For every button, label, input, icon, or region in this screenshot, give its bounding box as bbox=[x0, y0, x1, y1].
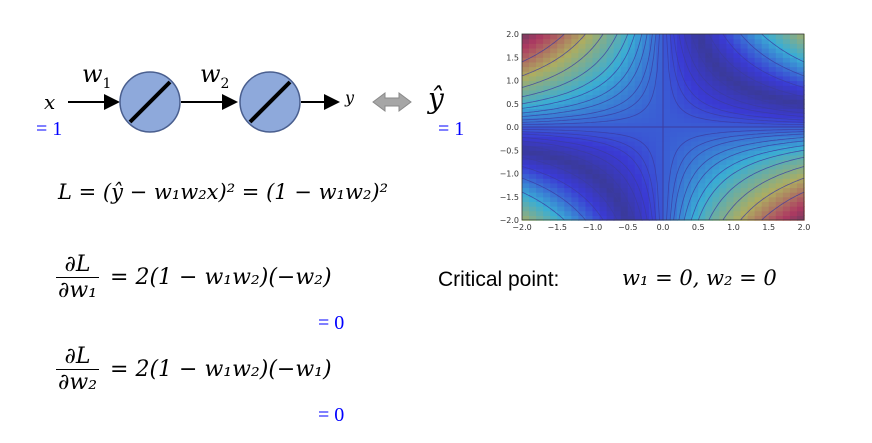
critical-point-value: w₁ = 0, w₂ = 0 bbox=[622, 266, 777, 290]
weight2-label: w2 bbox=[200, 60, 230, 92]
weight1-label: w1 bbox=[82, 60, 112, 92]
loss-equation: L = (ŷ − w₁w₂x)² = (1 − w₁w₂)² bbox=[58, 180, 388, 204]
contour-line bbox=[678, 33, 805, 117]
contour-line bbox=[690, 145, 805, 221]
contour-line bbox=[669, 131, 804, 221]
contour-line bbox=[521, 133, 653, 221]
double-arrow-icon bbox=[372, 92, 412, 112]
contour-line bbox=[521, 166, 604, 221]
gradient-w2: ∂L ∂w₂ = 2(1 − w₁w₂)(−w₁) bbox=[56, 344, 332, 395]
contour-line bbox=[521, 156, 618, 221]
contour-line bbox=[666, 33, 805, 126]
input-value: = 1 bbox=[36, 118, 63, 140]
y-tick-label: −1.5 bbox=[500, 193, 519, 202]
neuron-2 bbox=[239, 71, 301, 133]
y-tick-label: −2.0 bbox=[500, 216, 519, 225]
contour-line bbox=[521, 191, 565, 221]
x-tick-label: −1.5 bbox=[548, 223, 567, 232]
neuron-1 bbox=[119, 71, 181, 133]
gradient-w1-rhs: = 2(1 − w₁w₂)(−w₂) bbox=[110, 264, 332, 290]
x-tick-label: 2.0 bbox=[798, 223, 811, 232]
contour-line bbox=[521, 33, 629, 105]
x-tick-label: −1.0 bbox=[583, 223, 602, 232]
critical-point-label: Critical point: bbox=[438, 268, 560, 291]
contour-line bbox=[666, 128, 805, 221]
contour-line bbox=[673, 33, 805, 121]
contour-line bbox=[683, 33, 805, 114]
x-tick-label: −2.0 bbox=[512, 223, 531, 232]
contour-line bbox=[697, 33, 805, 105]
contour-line bbox=[678, 137, 805, 221]
y-tick-label: 0.0 bbox=[506, 123, 519, 132]
contour-line bbox=[521, 33, 653, 121]
network-svg bbox=[68, 71, 412, 133]
fraction-dL-dw1: ∂L ∂w₁ bbox=[56, 252, 100, 303]
input-label: x bbox=[44, 90, 56, 114]
gradient-w2-rhs: = 2(1 − w₁w₂)(−w₁) bbox=[110, 356, 332, 382]
y-tick-label: −1.0 bbox=[500, 170, 519, 179]
linear-activation-icon bbox=[248, 80, 292, 124]
contour-line bbox=[761, 33, 805, 63]
contour-line bbox=[761, 191, 805, 221]
contour-line bbox=[521, 140, 643, 221]
contour-line bbox=[521, 128, 660, 221]
contour-line bbox=[521, 33, 565, 63]
gradient-w2-value: = 0 bbox=[318, 404, 345, 426]
gradient-w1-value: = 0 bbox=[318, 312, 345, 334]
contour-line bbox=[521, 145, 636, 221]
contour-line bbox=[521, 149, 629, 221]
contour-line bbox=[521, 33, 618, 98]
contour-lines bbox=[521, 33, 805, 221]
contour-line bbox=[740, 33, 805, 77]
contour-line bbox=[708, 156, 805, 221]
x-tick-label: 1.0 bbox=[727, 223, 740, 232]
fraction-dL-dw2: ∂L ∂w₂ bbox=[56, 344, 100, 395]
contour-line bbox=[683, 140, 805, 221]
plot-frame bbox=[521, 33, 805, 221]
y-tick-label: 1.5 bbox=[506, 53, 519, 62]
y-tick-label: 2.0 bbox=[506, 30, 519, 39]
contour-line bbox=[697, 149, 805, 221]
gradient-w1: ∂L ∂w₁ = 2(1 − w₁w₂)(−w₂) bbox=[56, 252, 332, 303]
contour-line bbox=[521, 33, 648, 117]
contour-line bbox=[521, 33, 643, 114]
contour-svg: −2.0 −1.5 −1.0 −0.5 0.0 0.5 1.0 1.5 2.0 2.0 1.5 1.0… bbox=[500, 30, 811, 232]
contour-line bbox=[522, 33, 657, 123]
y-tick-label: 0.5 bbox=[506, 100, 519, 109]
network-diagram: x = 1 w1 w2 y ŷ = 1 bbox=[0, 0, 480, 160]
contour-line bbox=[521, 33, 604, 88]
contour-line bbox=[521, 33, 660, 126]
contour-line bbox=[673, 133, 805, 221]
contour-line bbox=[521, 137, 648, 221]
x-tick-label: 0.0 bbox=[657, 223, 670, 232]
linear-activation-icon bbox=[128, 80, 172, 124]
contour-line bbox=[722, 166, 805, 221]
contour-line bbox=[708, 33, 805, 98]
loss-contour-plot: −2.0 −1.5 −1.0 −0.5 0.0 0.5 1.0 1.5 2.0 2.0 1.5 1.0… bbox=[490, 28, 820, 238]
x-tick-label: 0.5 bbox=[692, 223, 705, 232]
contour-line bbox=[722, 33, 805, 88]
y-tick-label: 1.0 bbox=[506, 77, 519, 86]
output-label: y bbox=[345, 88, 355, 107]
x-tick-label: −0.5 bbox=[618, 223, 637, 232]
y-tick-label: −0.5 bbox=[500, 146, 519, 155]
contour-line bbox=[669, 33, 804, 123]
contour-line bbox=[522, 131, 657, 221]
contour-line bbox=[521, 33, 636, 109]
contour-line bbox=[690, 33, 805, 109]
contour-line bbox=[521, 33, 586, 77]
contour-line bbox=[740, 177, 805, 221]
x-tick-label: 1.5 bbox=[762, 223, 775, 232]
contour-line bbox=[521, 177, 586, 221]
target-value: = 1 bbox=[438, 118, 465, 140]
target-label: ŷ bbox=[428, 82, 444, 115]
